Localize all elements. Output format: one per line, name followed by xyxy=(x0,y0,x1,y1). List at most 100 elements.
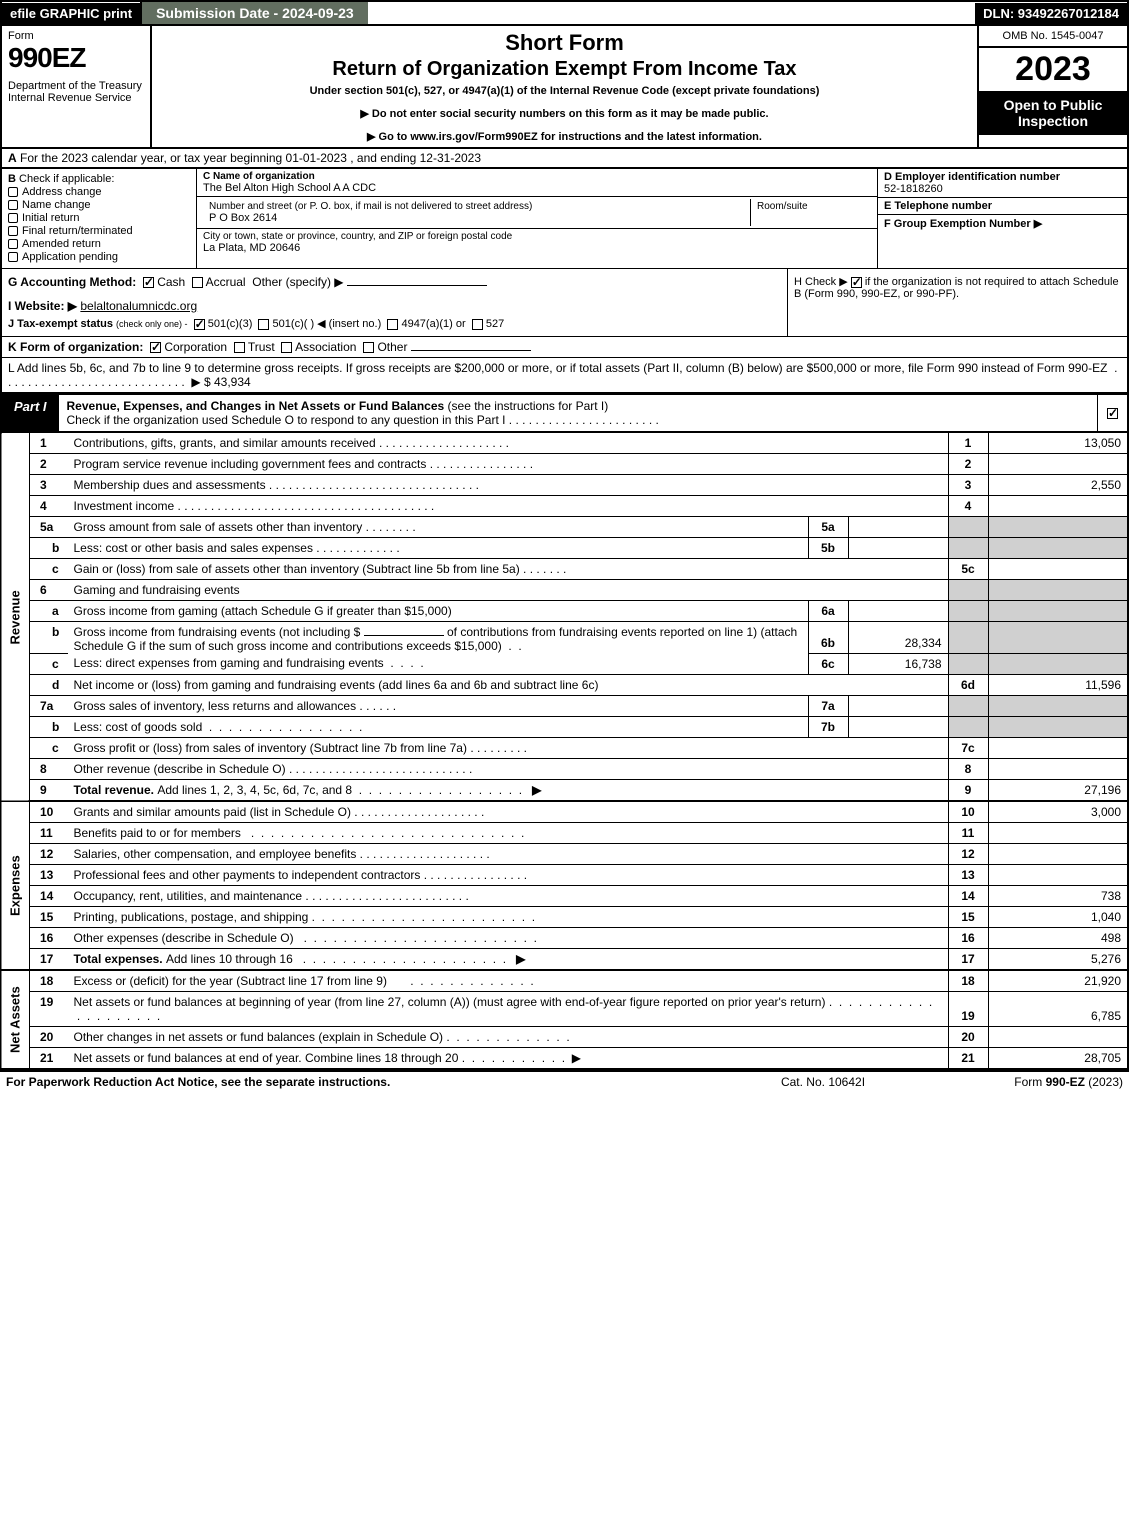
c-city-block: City or town, state or province, country… xyxy=(197,229,877,256)
d-label: D Employer identification number xyxy=(884,171,1121,183)
chk-corporation[interactable] xyxy=(150,342,161,353)
chk-amended-return[interactable]: Amended return xyxy=(8,238,190,250)
part1-title: Revenue, Expenses, and Changes in Net As… xyxy=(59,395,1097,431)
chk-other-org[interactable] xyxy=(363,342,374,353)
submission-date: Submission Date - 2024-09-23 xyxy=(140,2,368,24)
amt-19: 6,785 xyxy=(988,991,1128,1026)
amt-6d: 11,596 xyxy=(988,674,1128,695)
l-value: 43,934 xyxy=(214,375,251,389)
form-number: 990EZ xyxy=(8,42,144,74)
amt-13 xyxy=(988,864,1128,885)
note-goto: ▶ Go to www.irs.gov/Form990EZ for instru… xyxy=(160,130,969,143)
amt-17: 5,276 xyxy=(988,948,1128,970)
amt-1: 13,050 xyxy=(988,433,1128,454)
amt-5c xyxy=(988,559,1128,580)
amt-20 xyxy=(988,1026,1128,1047)
amt-3: 2,550 xyxy=(988,475,1128,496)
chk-application-pending[interactable]: Application pending xyxy=(8,251,190,263)
chk-address-change[interactable]: Address change xyxy=(8,186,190,198)
amt-9: 27,196 xyxy=(988,779,1128,801)
a-label: A xyxy=(8,151,17,165)
under-section: Under section 501(c), 527, or 4947(a)(1)… xyxy=(160,85,969,97)
c-city-label: City or town, state or province, country… xyxy=(203,231,871,242)
header-left: Form 990EZ Department of the Treasury In… xyxy=(2,26,152,147)
tax-year: 2023 xyxy=(979,48,1127,91)
sv-6b: 28,334 xyxy=(848,622,948,654)
h-block: H Check ▶ if the organization is not req… xyxy=(787,269,1127,336)
form-header: Form 990EZ Department of the Treasury In… xyxy=(0,26,1129,149)
amt-16: 498 xyxy=(988,927,1128,948)
omb-number: OMB No. 1545-0047 xyxy=(979,26,1127,48)
chk-cash[interactable] xyxy=(143,277,154,288)
amt-4 xyxy=(988,496,1128,517)
row-k: K Form of organization: Corporation Trus… xyxy=(0,337,1129,358)
section-bcdef: B Check if applicable: Address change Na… xyxy=(0,169,1129,269)
page-footer: For Paperwork Reduction Act Notice, see … xyxy=(0,1070,1129,1092)
chk-name-change[interactable]: Name change xyxy=(8,199,190,211)
amt-14: 738 xyxy=(988,885,1128,906)
chk-527[interactable] xyxy=(472,319,483,330)
f-block: F Group Exemption Number ▶ xyxy=(878,215,1127,232)
amt-15: 1,040 xyxy=(988,906,1128,927)
side-revenue: Revenue xyxy=(1,433,30,801)
chk-501c[interactable] xyxy=(258,319,269,330)
chk-501c3[interactable] xyxy=(194,319,205,330)
e-label: E Telephone number xyxy=(884,200,1121,212)
note-ssn: ▶ Do not enter social security numbers o… xyxy=(160,107,969,120)
e-block: E Telephone number xyxy=(878,198,1127,215)
amt-11 xyxy=(988,822,1128,843)
side-netassets: Net Assets xyxy=(1,970,30,1069)
sv-7b xyxy=(848,716,948,737)
amt-21: 28,705 xyxy=(988,1047,1128,1069)
b-label: B xyxy=(8,173,16,185)
chk-4947[interactable] xyxy=(387,319,398,330)
amt-18: 21,920 xyxy=(988,970,1128,992)
i-label: I Website: ▶ xyxy=(8,299,77,313)
header-right: OMB No. 1545-0047 2023 Open to Public In… xyxy=(977,26,1127,147)
j-label: J Tax-exempt status xyxy=(8,318,113,330)
sv-5b xyxy=(848,538,948,559)
form-label: Form xyxy=(8,30,144,42)
footer-catno: Cat. No. 10642I xyxy=(723,1075,923,1089)
a-text: For the 2023 calendar year, or tax year … xyxy=(20,151,481,165)
sv-7a xyxy=(848,695,948,716)
sv-6a xyxy=(848,601,948,622)
l-arrow: ▶ $ xyxy=(191,375,210,389)
org-city: La Plata, MD 20646 xyxy=(203,242,871,254)
chk-final-return[interactable]: Final return/terminated xyxy=(8,225,190,237)
chk-association[interactable] xyxy=(281,342,292,353)
dept-label: Department of the Treasury Internal Reve… xyxy=(8,80,144,104)
chk-schedule-o[interactable] xyxy=(1107,408,1118,419)
side-expenses: Expenses xyxy=(1,801,30,970)
amt-8 xyxy=(988,758,1128,779)
row-gh: G Accounting Method: Cash Accrual Other … xyxy=(0,269,1129,337)
ein: 52-1818260 xyxy=(884,183,1121,195)
c-name-label: C Name of organization xyxy=(203,171,871,182)
amt-10: 3,000 xyxy=(988,801,1128,823)
return-title: Return of Organization Exempt From Incom… xyxy=(160,58,969,81)
part1-table: Revenue 1 Contributions, gifts, grants, … xyxy=(0,433,1129,1070)
short-form-title: Short Form xyxy=(160,30,969,56)
open-to-public: Open to Public Inspection xyxy=(979,91,1127,135)
f-label: F Group Exemption Number ▶ xyxy=(884,217,1121,230)
k-label: K Form of organization: xyxy=(8,340,143,354)
g-block: G Accounting Method: Cash Accrual Other … xyxy=(2,269,787,336)
amt-2 xyxy=(988,454,1128,475)
efile-label: efile GRAPHIC print xyxy=(2,3,140,24)
footer-formref: Form 990-EZ (2023) xyxy=(923,1075,1123,1089)
row-a: A For the 2023 calendar year, or tax yea… xyxy=(0,149,1129,169)
chk-trust[interactable] xyxy=(234,342,245,353)
org-name: The Bel Alton High School A A CDC xyxy=(203,182,871,194)
sv-5a xyxy=(848,517,948,538)
chk-initial-return[interactable]: Initial return xyxy=(8,212,190,224)
col-b: B Check if applicable: Address change Na… xyxy=(2,169,197,268)
org-street: P O Box 2614 xyxy=(209,212,744,224)
footer-notice: For Paperwork Reduction Act Notice, see … xyxy=(6,1075,723,1089)
chk-h[interactable] xyxy=(851,277,862,288)
amt-7c xyxy=(988,737,1128,758)
col-c: C Name of organization The Bel Alton Hig… xyxy=(197,169,877,268)
website-link[interactable]: belaltonalumnicdc.org xyxy=(80,299,197,313)
l-text: L Add lines 5b, 6c, and 7b to line 9 to … xyxy=(8,361,1107,375)
chk-accrual[interactable] xyxy=(192,277,203,288)
header-mid: Short Form Return of Organization Exempt… xyxy=(152,26,977,147)
